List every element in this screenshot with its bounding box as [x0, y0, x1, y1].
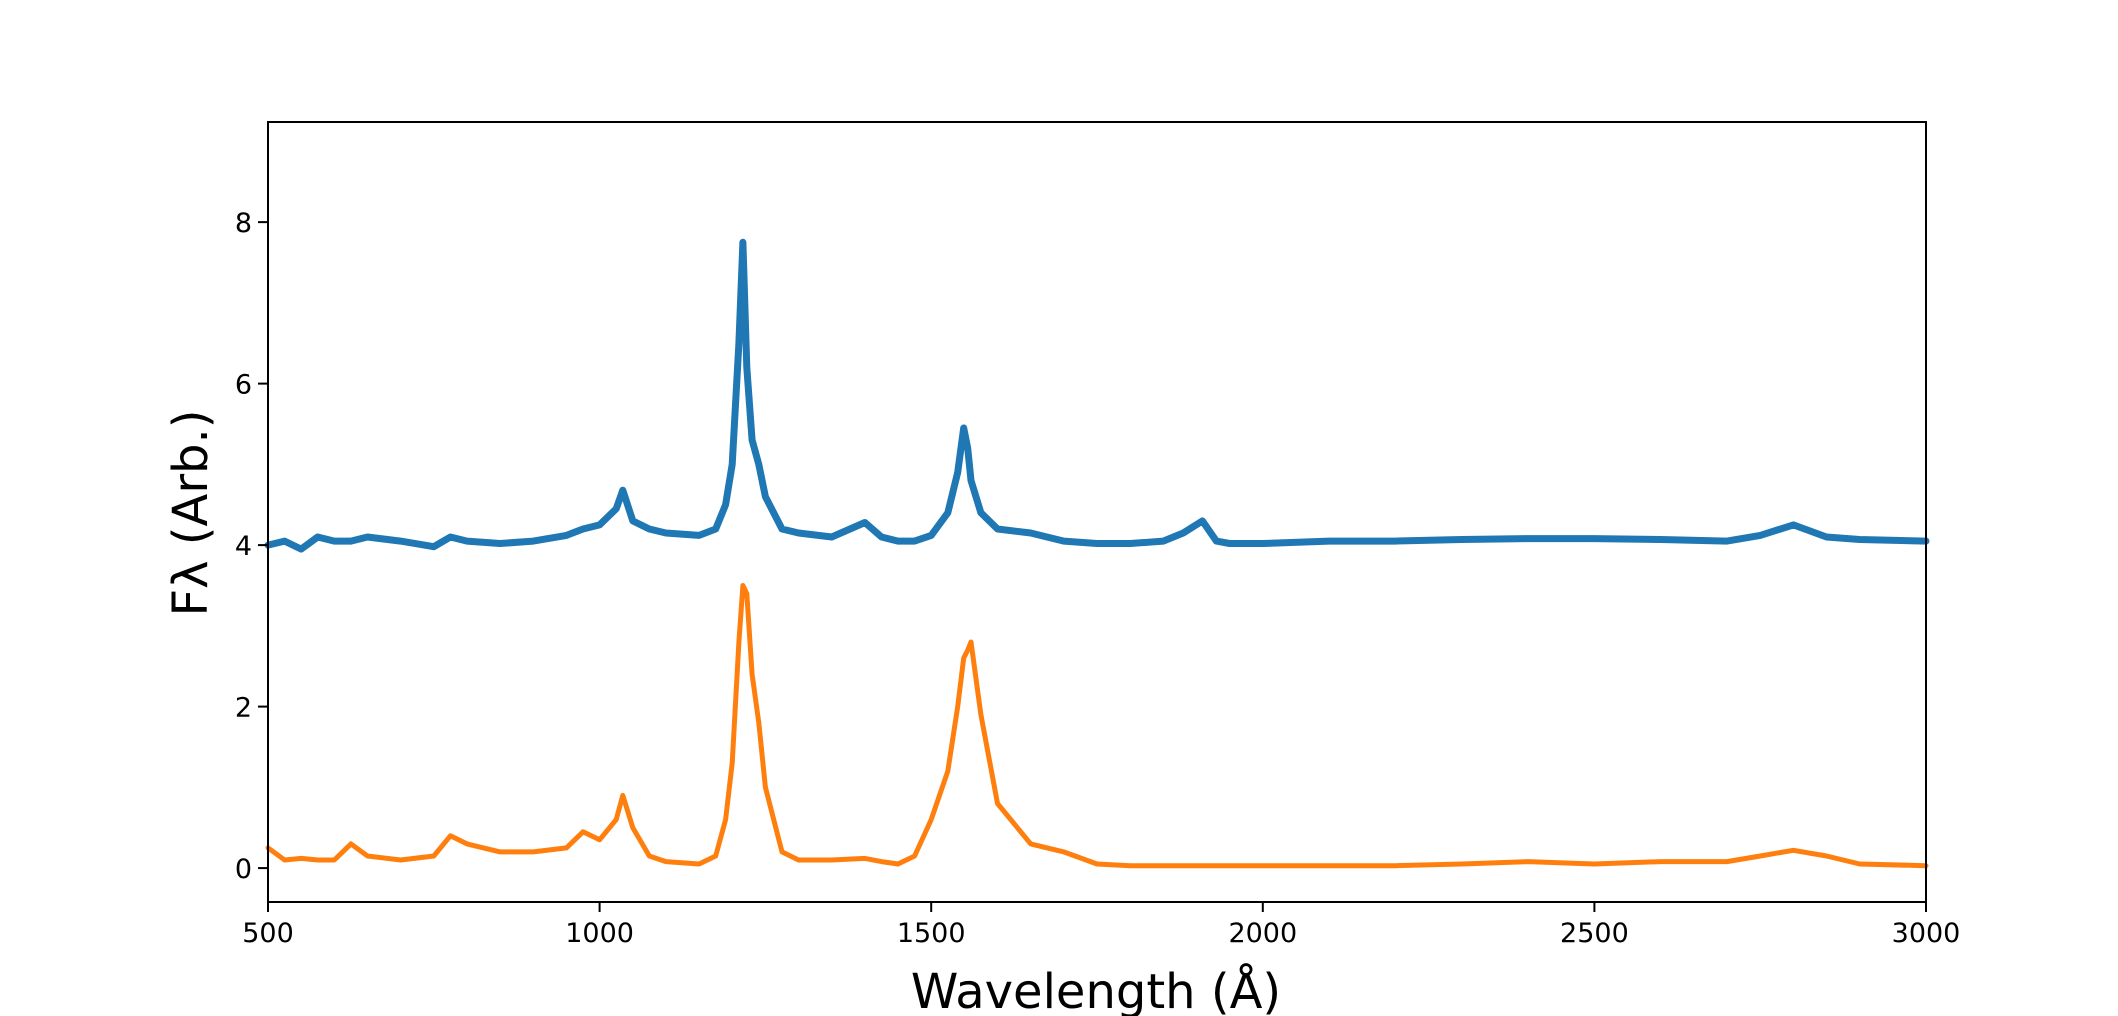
x-tick-label: 2500 — [1560, 918, 1629, 949]
x-tick-label: 1500 — [897, 918, 966, 949]
spectrum-line — [265, 583, 1929, 869]
x-tick-label: 1000 — [565, 918, 634, 949]
y-tick-label: 2 — [235, 693, 252, 724]
y-axis-label: Fλ (Arb.) — [163, 409, 219, 616]
y-tick-label: 6 — [235, 370, 252, 401]
y-tick-label: 4 — [235, 531, 252, 562]
spectrum-line — [264, 238, 1930, 553]
plot-frame — [267, 121, 1927, 903]
x-tick-label: 500 — [242, 918, 294, 949]
x-axis-label: Wavelength (Å) — [911, 963, 1281, 1016]
x-tick-label: 3000 — [1892, 918, 1961, 949]
y-tick-label: 0 — [235, 854, 252, 885]
x-tick-label: 2000 — [1228, 918, 1297, 949]
y-tick-label: 8 — [235, 208, 252, 239]
